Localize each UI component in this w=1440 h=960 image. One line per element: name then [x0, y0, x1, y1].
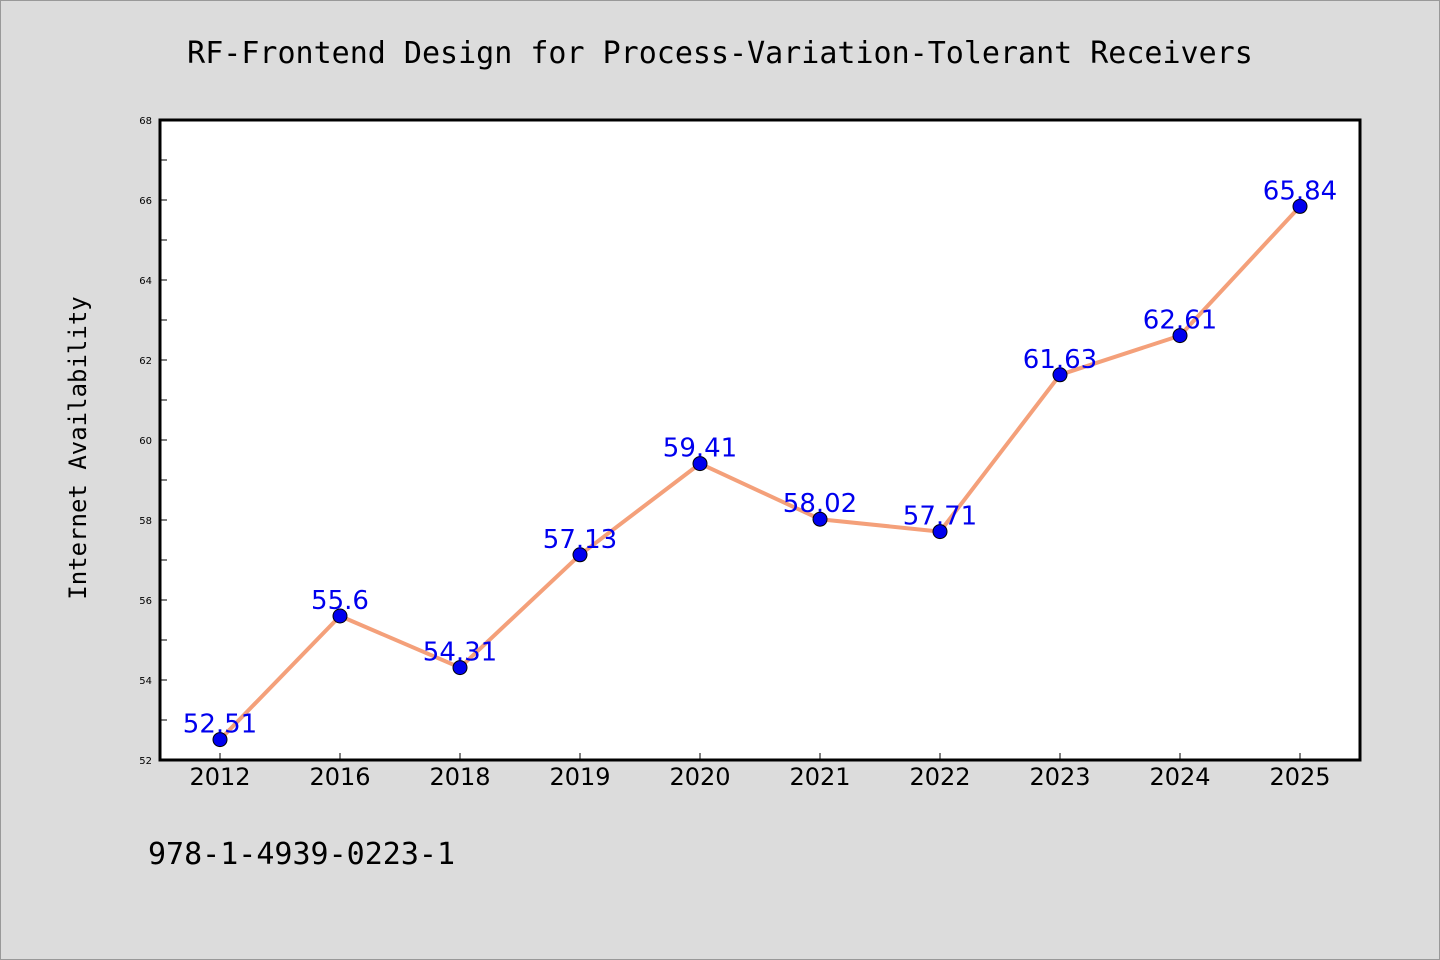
y-axis-label: Internet Availability [64, 296, 92, 599]
series-layer: 52.51 55.6 54.31 57.13 59.41 58.02 57.71 61.63 6… [183, 176, 1337, 748]
isbn-footer: 978-1-4939-0223-1 [148, 837, 455, 872]
data-label: 55.6 [311, 586, 369, 616]
data-point [692, 456, 708, 472]
data-label: 57.71 [903, 502, 977, 532]
data-label: 54.31 [423, 638, 497, 668]
data-label: 52.51 [183, 710, 257, 740]
x-tick-label: 2016 [309, 763, 370, 791]
x-tick-label: 2012 [189, 763, 250, 791]
data-point [812, 511, 828, 527]
data-point [332, 608, 348, 624]
data-point [1052, 367, 1068, 383]
x-tick-label: 2018 [429, 763, 490, 791]
y-tick-label: 52 [139, 756, 152, 767]
x-tick-label: 2021 [789, 763, 850, 791]
data-label: 57.13 [543, 525, 617, 555]
data-point [932, 524, 948, 540]
y-tick-label: 66 [139, 196, 152, 207]
y-tick-label: 68 [139, 116, 152, 127]
y-tick-label: 56 [139, 596, 152, 607]
x-tick-label: 2019 [549, 763, 610, 791]
x-tick-label: 2024 [1149, 763, 1210, 791]
data-point [572, 547, 588, 563]
x-tick-label: 2023 [1029, 763, 1090, 791]
data-label: 62.61 [1143, 306, 1217, 336]
y-tick-label: 62 [139, 356, 152, 367]
x-tick-label: 2022 [909, 763, 970, 791]
y-tick-label: 58 [139, 516, 152, 527]
data-label: 58.02 [783, 489, 857, 519]
data-point [1292, 198, 1308, 214]
y-tick-label: 60 [139, 436, 152, 447]
data-point [212, 732, 228, 748]
x-tick-label: 2020 [669, 763, 730, 791]
x-tick-label: 2025 [1269, 763, 1330, 791]
y-tick-label: 54 [139, 676, 152, 687]
y-tick-label: 64 [139, 276, 152, 287]
chart-title: RF-Frontend Design for Process-Variation… [187, 36, 1253, 71]
data-label: 65.84 [1263, 176, 1337, 206]
data-label: 61.63 [1023, 345, 1097, 375]
data-point [1172, 328, 1188, 344]
series-line [218, 205, 1302, 741]
data-point [452, 660, 468, 676]
x-axis: 2012 2016 2018 2019 2020 2021 2022 2023 2024 2025 [189, 753, 1331, 791]
plot-area [158, 118, 1362, 762]
y-axis: 52 54 56 58 60 62 64 66 68 [139, 116, 167, 767]
data-label: 59.41 [663, 434, 737, 464]
